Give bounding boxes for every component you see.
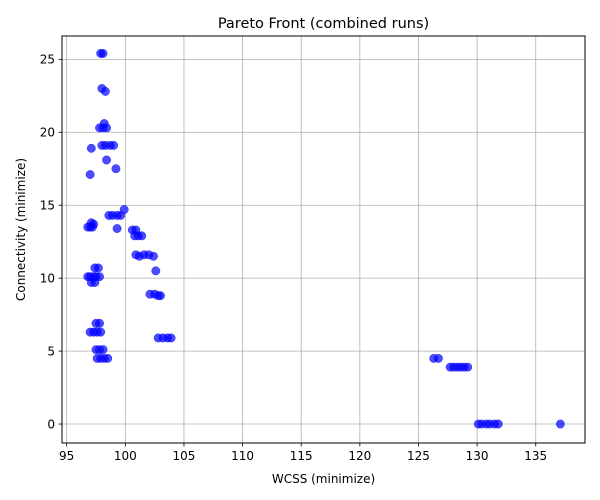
y-tick-label: 25 (40, 53, 55, 67)
x-tick-label: 100 (114, 449, 137, 463)
y-axis-ticks: 0 5 10 15 20 25 (40, 53, 62, 431)
data-point (85, 170, 95, 180)
x-tick-label: 105 (173, 449, 196, 463)
data-point (112, 224, 122, 234)
x-tick-label: 115 (290, 449, 313, 463)
data-point (90, 278, 100, 287)
gridlines (62, 36, 585, 443)
data-point (151, 266, 161, 276)
data-point (433, 353, 443, 363)
y-tick-label: 20 (40, 126, 55, 140)
data-point (156, 291, 165, 301)
data-point (95, 272, 104, 282)
x-tick-label: 95 (59, 449, 74, 463)
data-point (463, 362, 473, 372)
data-point (137, 231, 147, 241)
data-point (102, 123, 112, 133)
data-point (116, 210, 126, 220)
data-point (111, 164, 121, 174)
data-point (86, 143, 96, 153)
y-tick-label: 5 (47, 344, 55, 358)
x-axis-ticks: 95 100 105 110 115 120 125 130 135 (59, 443, 547, 463)
x-tick-label: 110 (231, 449, 254, 463)
data-point (555, 419, 565, 429)
data-point (98, 345, 108, 355)
data-point (149, 251, 158, 261)
data-point (96, 327, 106, 337)
x-tick-label: 135 (524, 449, 547, 463)
y-tick-label: 10 (40, 271, 55, 285)
data-point (89, 219, 99, 229)
x-tick-label: 130 (466, 449, 489, 463)
y-axis-label: Connectivity (minimize) (14, 158, 28, 301)
chart-title: Pareto Front (combined runs) (218, 16, 429, 32)
data-point (493, 419, 503, 429)
data-point (166, 333, 176, 343)
y-tick-label: 15 (40, 199, 55, 213)
x-axis-label: WCSS (minimize) (272, 472, 375, 486)
data-points (83, 49, 565, 429)
data-point (100, 86, 110, 96)
data-point (103, 353, 113, 363)
plot-frame (61, 35, 586, 444)
data-point (102, 155, 112, 165)
y-tick-label: 0 (47, 417, 55, 431)
data-point (93, 263, 103, 273)
data-point (95, 318, 104, 328)
x-tick-label: 125 (407, 449, 430, 463)
x-tick-label: 120 (348, 449, 371, 463)
data-point (98, 49, 108, 58)
data-point (109, 140, 119, 150)
